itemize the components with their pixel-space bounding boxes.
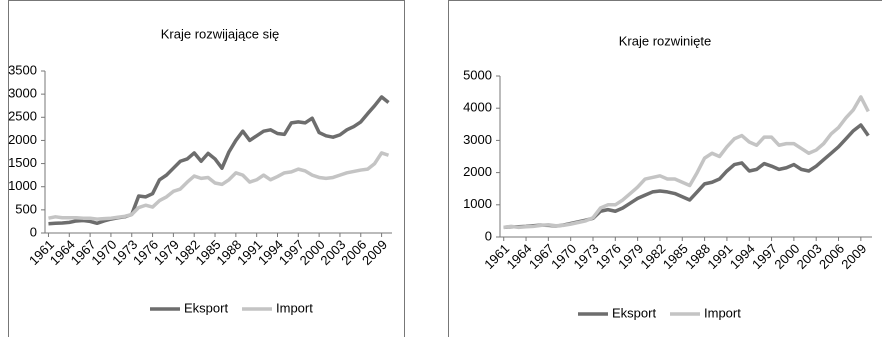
y-tick-label: 4000 bbox=[463, 100, 492, 115]
y-tick-label: 1000 bbox=[8, 178, 37, 193]
y-tick-label: 3000 bbox=[463, 132, 492, 147]
y-tick-label: 500 bbox=[15, 201, 37, 216]
series-line bbox=[48, 95, 390, 226]
legend-label: Eksport bbox=[612, 305, 656, 320]
panel-frame bbox=[8, 0, 405, 337]
legend-label: Eksport bbox=[184, 300, 228, 315]
y-tick-label: 0 bbox=[30, 224, 37, 239]
panel-frame bbox=[448, 0, 882, 337]
x-tick-label: 2009 bbox=[838, 241, 869, 272]
y-tick-label: 2500 bbox=[8, 109, 37, 124]
legend-label: Import bbox=[704, 305, 741, 320]
chart-title: Kraje rozwijające się bbox=[161, 26, 280, 41]
y-tick-label: 3000 bbox=[8, 86, 37, 101]
y-tick-label: 0 bbox=[485, 228, 492, 243]
x-tick-label: 2009 bbox=[359, 237, 390, 268]
series-line bbox=[503, 123, 870, 230]
legend-label: Import bbox=[276, 300, 313, 315]
y-tick-label: 3500 bbox=[8, 62, 37, 77]
y-tick-label: 1000 bbox=[463, 196, 492, 211]
y-tick-label: 5000 bbox=[463, 67, 492, 82]
y-tick-label: 2000 bbox=[463, 164, 492, 179]
series-line bbox=[503, 95, 870, 230]
series-line bbox=[48, 151, 390, 221]
y-tick-label: 2000 bbox=[8, 132, 37, 147]
chart-title: Kraje rozwinięte bbox=[619, 33, 712, 48]
y-tick-label: 1500 bbox=[8, 155, 37, 170]
